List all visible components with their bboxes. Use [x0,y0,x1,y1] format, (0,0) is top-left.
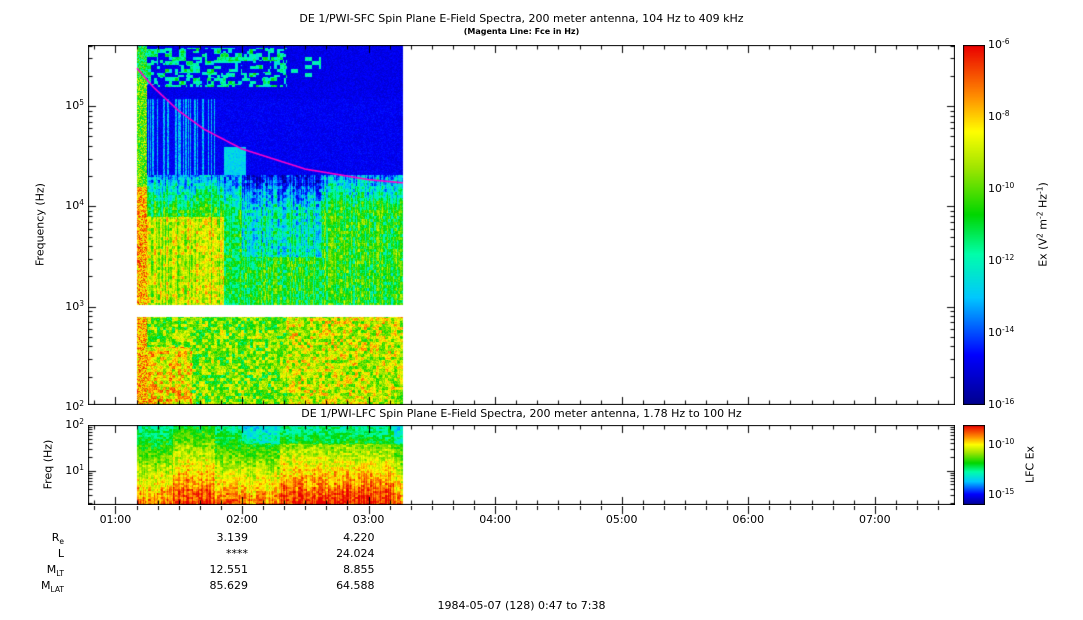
sfc-colorbar-label: Ex (V2 m-2 Hz-1) [1035,182,1050,267]
sfc-title: DE 1/PWI-SFC Spin Plane E-Field Spectra,… [299,12,744,25]
time-tick-label: 05:00 [605,513,638,526]
time-tick-label: 02:00 [226,513,258,526]
lfc-y-tick-label: 101 [65,462,84,477]
ephemeris-value: 24.024 [336,547,375,560]
footer-date-range: 1984-05-07 (128) 0:47 to 7:38 [437,599,606,612]
sfc-colorbar-tick-label: 10-14 [988,325,1015,339]
lfc-colorbar-canvas [963,425,985,505]
lfc-colorbar-label: LFC Ex [1023,445,1037,484]
ephemeris-value: 12.551 [209,563,248,576]
ephemeris-value: 8.855 [343,563,375,576]
time-tick-label: 03:00 [352,513,385,526]
lfc-title: DE 1/PWI-LFC Spin Plane E-Field Spectra,… [301,407,742,420]
lfc-colorbar-tick-label: 10-15 [988,487,1015,501]
lfc-colorbar-tick-label: 10-10 [988,437,1015,451]
ephemeris-value: 4.220 [343,531,375,544]
ephemeris-value: 85.629 [209,579,248,592]
sfc-spectrogram-canvas [88,45,955,405]
ephemeris-row-label: MLAT [41,579,64,594]
time-tick-label: 06:00 [732,513,765,526]
ephemeris-row-label: MLT [46,563,64,578]
sfc-y-axis-label: Frequency (Hz) [33,183,47,266]
sfc-colorbar-tick-label: 10-12 [988,253,1015,267]
sfc-y-tick-label: 104 [65,198,84,213]
sfc-y-tick-label: 103 [65,298,84,313]
ephemeris-value: 3.139 [216,531,248,544]
time-tick-label: 01:00 [99,513,132,526]
time-axis-canvas [88,506,955,515]
ephemeris-row-label: L [57,547,64,560]
sfc-colorbar-tick-label: 10-16 [988,397,1015,411]
time-tick-label: 07:00 [858,513,891,526]
sfc-colorbar-tick-label: 10-10 [988,181,1015,195]
sfc-colorbar-tick-label: 10-8 [988,109,1010,123]
time-tick-label: 04:00 [479,513,511,526]
sfc-colorbar-tick-label: 10-6 [988,37,1010,51]
ephemeris-value: 64.588 [336,579,375,592]
sfc-y-tick-label: 105 [65,98,84,113]
lfc-spectrogram-canvas [88,425,955,505]
sfc-subtitle: (Magenta Line: Fce in Hz) [463,27,580,36]
lfc-y-tick-label: 102 [65,417,84,431]
sfc-y-tick-label: 102 [65,398,84,413]
ephemeris-value: **** [225,547,248,560]
ephemeris-row-label: Re [51,531,64,546]
sfc-colorbar-canvas [963,45,985,405]
